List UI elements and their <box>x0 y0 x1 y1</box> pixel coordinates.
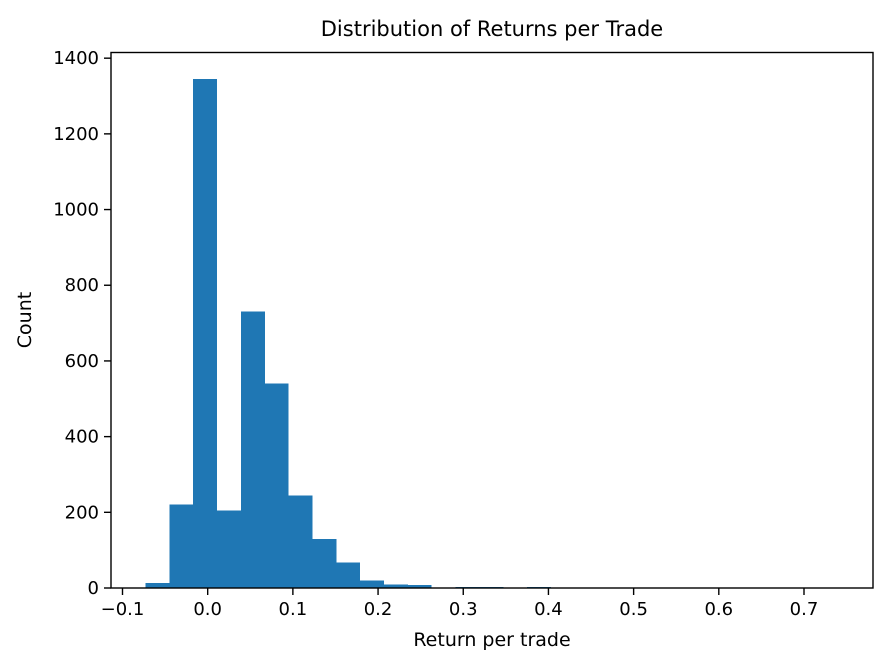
x-tick-label: 0.3 <box>449 599 478 620</box>
x-tick-label: 0.7 <box>790 599 819 620</box>
histogram-bar <box>145 583 170 588</box>
histogram-bar <box>193 78 218 589</box>
y-tick-label: 800 <box>65 275 99 296</box>
chart-title: Distribution of Returns per Trade <box>320 17 664 41</box>
histogram-bar <box>217 510 241 588</box>
y-axis-label: Count <box>14 291 36 349</box>
histogram-bar <box>288 495 313 588</box>
y-tick-label: 200 <box>65 502 99 523</box>
x-tick-label: 0.5 <box>619 599 648 620</box>
histogram-bar <box>407 584 432 588</box>
y-tick-label: 1400 <box>53 48 99 69</box>
x-axis-label: Return per trade <box>413 629 571 651</box>
histogram-bar <box>384 584 408 588</box>
x-tick-label: 0.4 <box>534 599 563 620</box>
x-tick-label: 0.0 <box>193 599 222 620</box>
x-tick-label: 0.1 <box>279 599 308 620</box>
x-tick-label: 0.2 <box>364 599 393 620</box>
histogram-bar <box>336 562 361 588</box>
histogram-bar <box>240 311 265 588</box>
x-tick-label: −0.1 <box>101 599 145 620</box>
y-tick-label: 1200 <box>53 124 99 145</box>
histogram-bar <box>264 383 289 588</box>
y-tick-label: 600 <box>65 351 99 372</box>
histogram-bar <box>312 538 337 588</box>
histogram-bar <box>360 580 385 588</box>
plot-spine <box>110 51 874 589</box>
y-tick-label: 0 <box>88 578 99 599</box>
x-tick-label: 0.6 <box>704 599 733 620</box>
y-tick-label: 1000 <box>53 200 99 221</box>
histogram-bar <box>169 504 194 588</box>
y-tick-label: 400 <box>65 427 99 448</box>
